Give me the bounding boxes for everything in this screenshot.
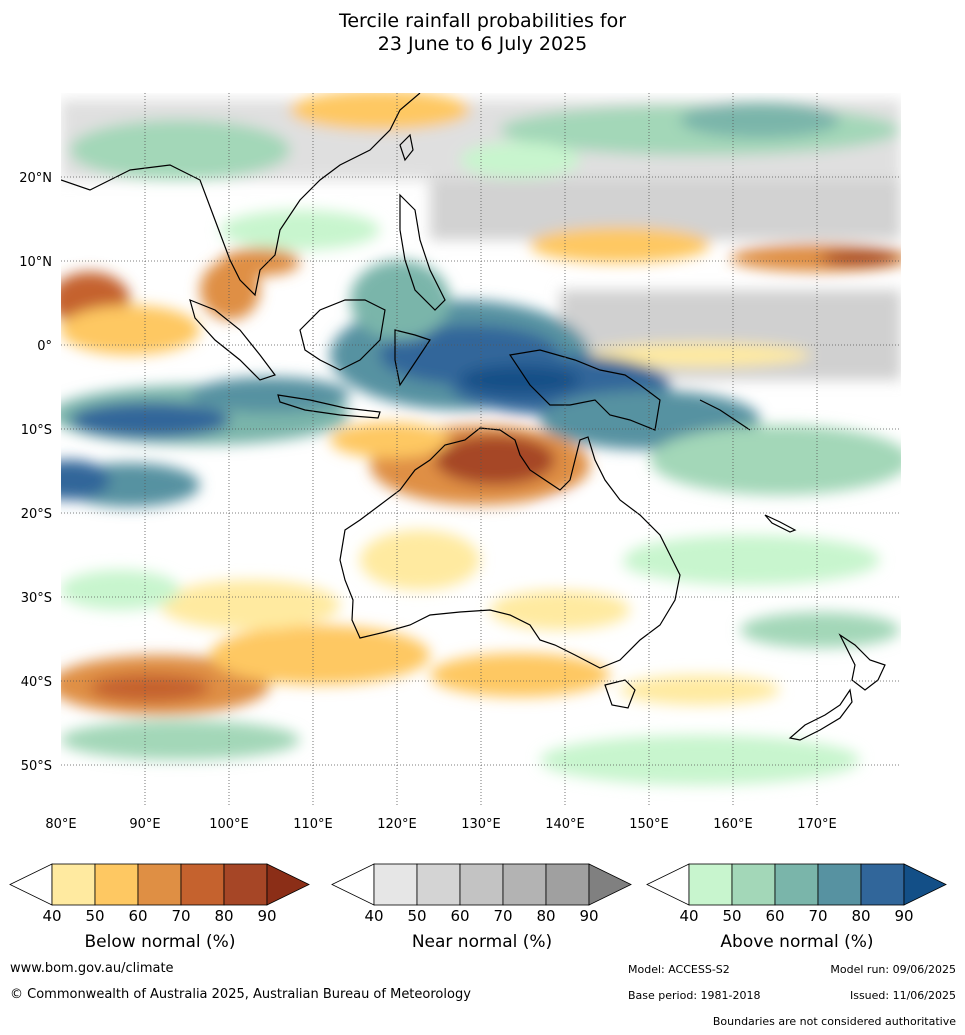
colorbar-segment xyxy=(774,863,819,906)
colorbar-tick-label: 40 xyxy=(42,907,61,925)
taiwan-coast xyxy=(399,133,414,162)
colorbar-segment xyxy=(180,863,225,906)
latitude-tick-label: 50°S xyxy=(21,759,52,774)
colorbar-tick-label: 80 xyxy=(536,907,555,925)
new-guinea-coast xyxy=(508,349,661,431)
colorbar-label-above: Above normal (%) xyxy=(720,932,874,952)
colorbar-tick-label: 50 xyxy=(407,907,426,925)
colorbar-tick-label: 60 xyxy=(450,907,469,925)
longitude-tick-label: 140°E xyxy=(545,817,585,832)
colorbar-min-extension xyxy=(331,863,375,906)
longitude-tick-label: 130°E xyxy=(461,817,501,832)
latitude-tick-label: 30°S xyxy=(21,591,52,606)
title-line-2: 23 June to 6 July 2025 xyxy=(377,33,588,55)
colorbar-segment xyxy=(688,863,733,906)
colorbar-tick-label: 90 xyxy=(579,907,598,925)
longitude-tick-label: 120°E xyxy=(377,817,417,832)
coastlines xyxy=(61,93,886,741)
probability-field xyxy=(61,93,901,807)
colorbars: 40 50 60 70 80 90 40 50 60 70 80 90 40 50 60 70 80 90 xyxy=(9,863,947,925)
map-title: Tercile rainfall probabilities for 23 Ju… xyxy=(0,10,965,56)
colorbar-segment xyxy=(860,863,905,906)
website-link[interactable]: www.bom.gov.au/climate xyxy=(10,961,174,976)
new-zealand-south-coast xyxy=(788,688,853,741)
colorbar-max-extension xyxy=(903,863,947,906)
colorbar-tick-label: 60 xyxy=(765,907,784,925)
mainland-asia-coast xyxy=(61,93,421,297)
colorbar-tick-label: 40 xyxy=(679,907,698,925)
latitude-tick-label: 10°N xyxy=(19,255,52,270)
colorbar-segment xyxy=(817,863,862,906)
colorbar-tick-label: 50 xyxy=(722,907,741,925)
java-coast xyxy=(277,394,381,419)
colorbar-tick-label: 70 xyxy=(171,907,190,925)
base-period: Base period: 1981-2018 xyxy=(628,989,761,1002)
colorbar-tick-label: 90 xyxy=(894,907,913,925)
colorbar-tick-label: 50 xyxy=(85,907,104,925)
colorbar-tick-label: 70 xyxy=(493,907,512,925)
colorbar-segment xyxy=(223,863,268,906)
colorbar-tick-label: 40 xyxy=(364,907,383,925)
colorbar-segment xyxy=(545,863,590,906)
colorbar-above: 40 50 60 70 80 90 xyxy=(646,863,947,925)
copyright-text: © Commonwealth of Australia 2025, Austra… xyxy=(10,987,471,1002)
sumatra-coast xyxy=(189,298,276,381)
issued-date: Issued: 11/06/2025 xyxy=(849,989,956,1002)
borneo-coast xyxy=(299,299,386,371)
colorbar-min-extension xyxy=(9,863,53,906)
colorbar-segment xyxy=(94,863,139,906)
colorbar-segment xyxy=(416,863,461,906)
latitude-tick-label: 10°S xyxy=(21,423,52,438)
longitude-tick-label: 150°E xyxy=(629,817,669,832)
disclaimer: Boundaries are not considered authoritat… xyxy=(712,1015,956,1028)
colorbar-tick-label: 70 xyxy=(808,907,827,925)
colorbar-label-near: Near normal (%) xyxy=(411,932,553,952)
sulawesi-coast xyxy=(394,329,431,387)
philippines-coast xyxy=(399,193,446,311)
new-caledonia-coast xyxy=(764,514,797,533)
longitude-tick-label: 80°E xyxy=(45,817,76,832)
longitude-tick-label: 110°E xyxy=(293,817,333,832)
solomon-islands-coast xyxy=(699,399,751,431)
new-zealand-north-coast xyxy=(838,633,886,691)
longitude-tick-label: 170°E xyxy=(797,817,837,832)
longitude-tick-label: 90°E xyxy=(129,817,160,832)
graticule xyxy=(61,93,901,807)
longitude-tick-label: 100°E xyxy=(209,817,249,832)
latitude-tick-label: 40°S xyxy=(21,675,52,690)
title-line-1: Tercile rainfall probabilities for xyxy=(338,10,627,32)
colorbar-tick-label: 80 xyxy=(214,907,233,925)
longitude-labels: 80°E 90°E 100°E 110°E 120°E 130°E 140°E 150°E 16… xyxy=(45,817,836,832)
colorbar-segment xyxy=(459,863,504,906)
colorbar-min-extension xyxy=(646,863,690,906)
colorbar-near: 40 50 60 70 80 90 xyxy=(331,863,632,925)
latitude-tick-label: 0° xyxy=(37,339,52,354)
latitude-tick-label: 20°N xyxy=(19,171,52,186)
colorbar-tick-label: 90 xyxy=(257,907,276,925)
latitude-tick-label: 20°S xyxy=(21,507,52,522)
colorbar-max-extension xyxy=(588,863,632,906)
latitude-labels: 20°N 10°N 0° 10°S 20°S 30°S 40°S 50°S xyxy=(19,171,52,774)
colorbar-segment xyxy=(502,863,547,906)
tasmania-coast xyxy=(604,679,636,709)
model-name: Model: ACCESS-S2 xyxy=(628,963,730,976)
colorbar-segment xyxy=(51,863,96,906)
colorbar-tick-label: 60 xyxy=(128,907,147,925)
colorbar-segment xyxy=(373,863,418,906)
model-run: Model run: 09/06/2025 xyxy=(830,963,956,976)
colorbar-below: 40 50 60 70 80 90 xyxy=(9,863,310,925)
colorbar-max-extension xyxy=(266,863,310,906)
longitude-tick-label: 160°E xyxy=(713,817,753,832)
colorbar-segment xyxy=(731,863,776,906)
colorbar-label-below: Below normal (%) xyxy=(84,932,236,952)
colorbar-tick-label: 80 xyxy=(851,907,870,925)
australia-coast xyxy=(339,427,681,669)
colorbar-segment xyxy=(137,863,182,906)
